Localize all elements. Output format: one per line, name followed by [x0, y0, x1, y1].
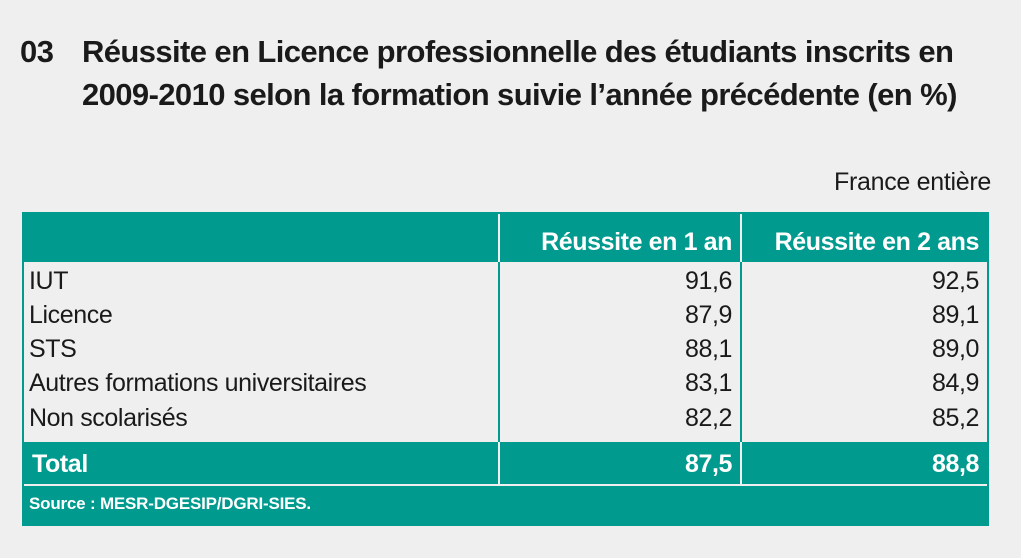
- figure-header: 03 Réussite en Licence professionnelle d…: [20, 30, 1000, 116]
- table-row: Licence 87,9 89,1: [24, 296, 987, 330]
- row-label: STS: [29, 335, 77, 363]
- header-cell-two-years: Réussite en 2 ans: [740, 214, 987, 262]
- figure-title: Réussite en Licence professionnelle des …: [82, 34, 957, 112]
- table-row: Non scolarisés 82,2 85,2: [24, 398, 987, 442]
- table-header-row: Réussite en 1 an Réussite en 2 ans: [24, 214, 987, 262]
- row-label: Autres formations universitaires: [29, 369, 367, 397]
- row-one-year: 88,1: [498, 330, 740, 364]
- row-label: Non scolarisés: [29, 404, 188, 432]
- total-two-years: 88,8: [740, 442, 987, 484]
- row-one-year: 83,1: [498, 364, 740, 398]
- row-one-year: 87,9: [498, 296, 740, 330]
- scope-label: France entière: [834, 168, 991, 196]
- row-one-year: 82,2: [498, 398, 740, 442]
- table-row: Autres formations universitaires 83,1 84…: [24, 364, 987, 398]
- total-one-year: 87,5: [498, 442, 740, 484]
- table-row: STS 88,1 89,0: [24, 330, 987, 364]
- table-row: IUT 91,6 92,5: [24, 262, 987, 296]
- table-total-row: Total 87,5 88,8: [24, 442, 987, 484]
- row-two-years: 89,1: [740, 296, 987, 330]
- source-note: Source : MESR-DGESIP/DGRI-SIES.: [24, 484, 987, 524]
- total-label: Total: [32, 450, 88, 478]
- results-table: Réussite en 1 an Réussite en 2 ans IUT 9…: [22, 212, 989, 526]
- row-two-years: 85,2: [740, 398, 987, 442]
- figure-number: 03: [20, 34, 54, 69]
- row-label: IUT: [29, 267, 69, 295]
- row-one-year: 91,6: [498, 262, 740, 296]
- row-label: Licence: [29, 301, 113, 329]
- header-cell-label: [24, 214, 498, 262]
- row-two-years: 89,0: [740, 330, 987, 364]
- row-two-years: 84,9: [740, 364, 987, 398]
- row-two-years: 92,5: [740, 262, 987, 296]
- header-cell-one-year: Réussite en 1 an: [498, 214, 740, 262]
